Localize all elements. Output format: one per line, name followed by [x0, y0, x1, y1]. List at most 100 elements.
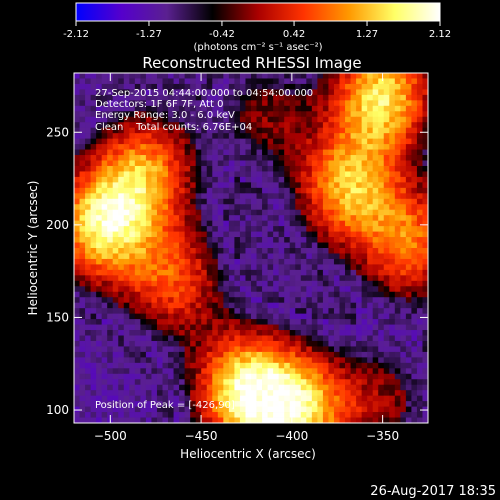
heatmap-cell: [74, 390, 80, 397]
heatmap-cell: [295, 379, 302, 386]
heatmap-cell: [328, 346, 335, 353]
heatmap-cell: [306, 171, 313, 178]
heatmap-cell: [107, 237, 114, 243]
heatmap-cell: [328, 253, 335, 260]
heatmap-cell: [372, 100, 379, 107]
heatmap-cell: [372, 171, 379, 178]
heatmap-cell: [206, 165, 213, 172]
heatmap-cell: [168, 165, 174, 172]
heatmap-cell: [273, 73, 280, 79]
heatmap-cell: [173, 302, 180, 309]
heatmap-cell: [383, 373, 390, 380]
heatmap-cell: [262, 253, 268, 260]
heatmap-cell: [96, 111, 103, 118]
heatmap-cell: [267, 138, 274, 145]
heatmap-cell: [251, 302, 257, 309]
heatmap-cell: [278, 319, 285, 325]
heatmap-cell: [267, 253, 274, 260]
heatmap-cell: [112, 346, 119, 353]
heatmap-cell: [90, 286, 97, 293]
heatmap-cell: [239, 165, 246, 172]
heatmap-cell: [151, 204, 158, 211]
heatmap-cell: [162, 138, 169, 145]
heatmap-cell: [322, 193, 329, 200]
heatmap-cell: [367, 89, 374, 96]
heatmap-cell: [85, 155, 91, 161]
heatmap-cell: [333, 253, 340, 260]
heatmap-cell: [195, 176, 202, 183]
heatmap-cell: [239, 198, 246, 205]
heatmap-cell: [85, 209, 91, 216]
heatmap-cell: [262, 335, 268, 342]
heatmap-cell: [284, 373, 291, 380]
heatmap-cell: [416, 330, 423, 336]
heatmap-cell: [129, 395, 136, 402]
heatmap-cell: [223, 204, 230, 211]
heatmap-cell: [350, 73, 357, 79]
heatmap-cell: [322, 275, 329, 282]
heatmap-cell: [284, 78, 291, 85]
heatmap-cell: [134, 237, 141, 243]
heatmap-cell: [256, 264, 263, 271]
heatmap-cell: [162, 133, 169, 140]
heatmap-cell: [85, 198, 91, 205]
heatmap-cell: [96, 155, 103, 161]
heatmap-cell: [328, 291, 335, 298]
heatmap-cell: [278, 83, 285, 90]
heatmap-cell: [372, 324, 379, 331]
heatmap-cell: [74, 406, 80, 413]
heatmap-cell: [311, 220, 318, 227]
heatmap-cell: [345, 357, 351, 364]
heatmap-cell: [212, 226, 219, 232]
heatmap-cell: [90, 94, 97, 101]
heatmap-cell: [90, 171, 97, 178]
heatmap-cell: [278, 340, 285, 347]
heatmap-cell: [405, 144, 412, 150]
heatmap-cell: [333, 357, 340, 364]
heatmap-cell: [140, 286, 147, 293]
heatmap-cell: [162, 373, 169, 380]
heatmap-cell: [378, 340, 385, 347]
heatmap-cell: [239, 193, 246, 200]
heatmap-cell: [350, 94, 357, 101]
heatmap-cell: [267, 417, 274, 424]
heatmap-cell: [267, 133, 274, 140]
heatmap-cell: [140, 297, 147, 304]
heatmap-cell: [367, 83, 374, 90]
heatmap-cell: [74, 231, 80, 238]
heatmap-cell: [422, 89, 429, 96]
heatmap-cell: [145, 351, 152, 358]
heatmap-cell: [190, 138, 197, 145]
heatmap-cell: [422, 351, 429, 358]
heatmap-cell: [383, 176, 390, 183]
heatmap-cell: [383, 406, 390, 413]
heatmap-cell: [256, 176, 263, 183]
heatmap-cell: [278, 373, 285, 380]
heatmap-cell: [378, 133, 385, 140]
heatmap-cell: [112, 182, 119, 189]
heatmap-cell: [317, 313, 324, 320]
heatmap-cell: [416, 319, 423, 325]
heatmap-cell: [262, 330, 268, 336]
heatmap-cell: [206, 368, 213, 375]
heatmap-cell: [356, 373, 363, 380]
heatmap-cell: [140, 264, 147, 271]
heatmap-cell: [201, 144, 208, 150]
heatmap-cell: [179, 94, 186, 101]
heatmap-cell: [372, 160, 379, 167]
heatmap-cell: [245, 237, 252, 243]
heatmap-cell: [350, 78, 357, 85]
heatmap-cell: [306, 149, 313, 156]
heatmap-cell: [411, 198, 418, 205]
heatmap-cell: [118, 242, 125, 249]
heatmap-cell: [212, 357, 219, 364]
heatmap-cell: [300, 308, 307, 315]
heatmap-cell: [79, 357, 86, 364]
heatmap-cell: [201, 269, 208, 276]
heatmap-cell: [328, 105, 335, 112]
heatmap-cell: [212, 160, 219, 167]
heatmap-cell: [256, 144, 263, 150]
heatmap-cell: [201, 330, 208, 336]
heatmap-cell: [300, 182, 307, 189]
